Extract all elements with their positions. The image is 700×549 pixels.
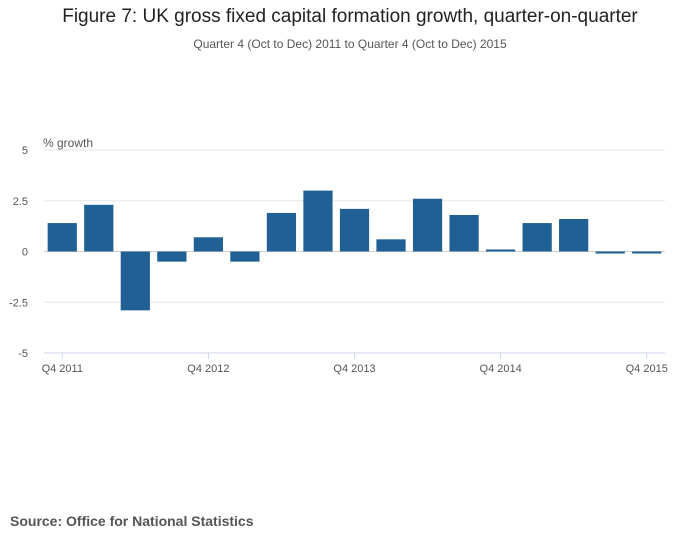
bar-q4-2015[interactable]: Q4 2015: -0.1	[632, 251, 662, 254]
bar-q3-2015[interactable]: Q3 2015: -0.1	[595, 251, 625, 254]
bar-q4-2012[interactable]: Q4 2012: 0.7	[193, 237, 223, 252]
bar-q3-2014[interactable]: Q3 2014: 1.8	[449, 214, 479, 252]
x-tick-label: Q4 2015	[626, 363, 668, 375]
y-tick-label: 0	[22, 247, 28, 259]
bar-q2-2015[interactable]: Q2 2015: 1.6	[559, 219, 589, 252]
x-tick-label: Q4 2011	[42, 363, 83, 375]
y-tick-label: 5	[22, 145, 28, 157]
x-tick-label: Q4 2014	[480, 363, 522, 375]
y-tick-label: -5	[18, 348, 28, 360]
bar-q1-2015[interactable]: Q1 2015: 1.4	[522, 223, 552, 252]
y-tick-label: 2.5	[13, 196, 28, 208]
chart-title: Figure 7: UK gross fixed capital formati…	[62, 6, 638, 27]
bar-q2-2014[interactable]: Q2 2014: 2.6	[412, 198, 443, 252]
y-axis-label: % growth	[43, 136, 93, 150]
source-note: Source: Office for National Statistics	[10, 513, 254, 529]
bar-q4-2013[interactable]: Q4 2013: 2.1	[339, 208, 370, 252]
bar-q1-2014[interactable]: Q1 2014: 0.6	[376, 239, 406, 252]
x-tick-label: Q4 2013	[333, 363, 375, 375]
chart-subtitle: Quarter 4 (Oct to Dec) 2011 to Quarter 4…	[193, 37, 507, 51]
bar-q2-2012[interactable]: Q2 2012: -2.9	[120, 251, 150, 311]
bar-q4-2011[interactable]: Q4 2011: 1.4	[47, 223, 77, 252]
bar-q4-2014[interactable]: Q4 2014: 0.1	[486, 249, 516, 252]
bar-q2-2013[interactable]: Q2 2013: 1.9	[266, 212, 297, 252]
y-tick-label: -2.5	[9, 297, 28, 309]
bar-q3-2013[interactable]: Q3 2013: 3	[303, 190, 333, 252]
bar-q3-2012[interactable]: Q3 2012: -0.5	[157, 251, 187, 262]
x-tick-label: Q4 2012	[187, 363, 229, 375]
bar-q1-2012[interactable]: Q1 2012: 2.3	[84, 204, 114, 252]
bar-q1-2013[interactable]: Q1 2013: -0.5	[230, 251, 260, 262]
